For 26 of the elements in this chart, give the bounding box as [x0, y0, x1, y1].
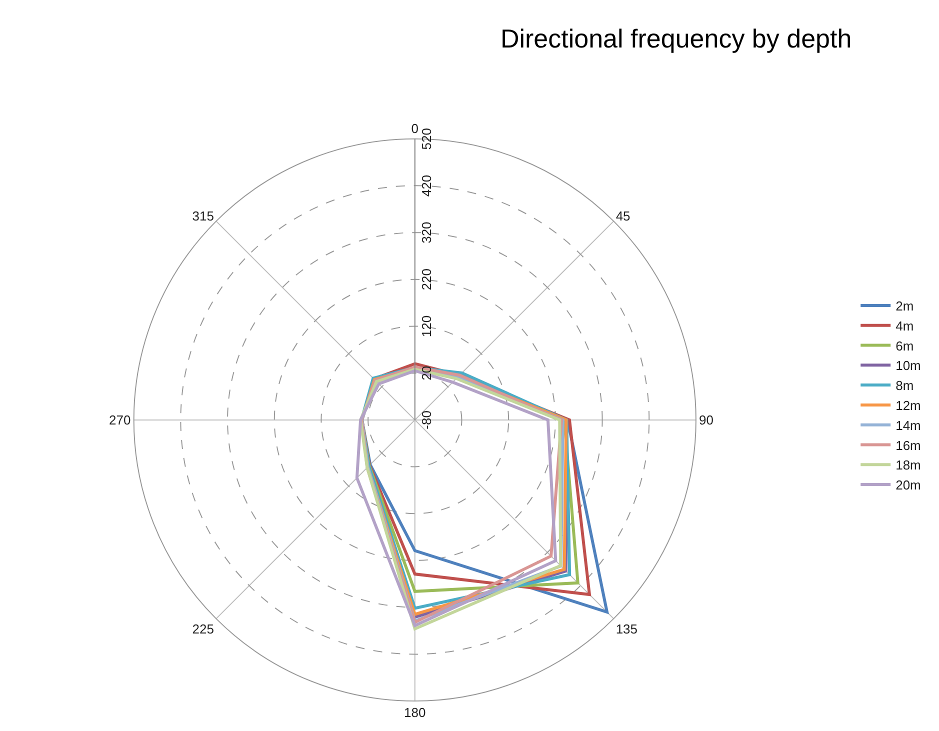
spoke-label: 0	[411, 121, 419, 136]
legend-label: 14m	[896, 418, 921, 433]
spoke-label: 180	[404, 705, 426, 720]
spoke-label: 90	[699, 412, 714, 428]
legend-label: 6m	[896, 338, 914, 354]
y-tick-label: 320	[419, 222, 434, 244]
spoke-label: 315	[192, 208, 214, 224]
legend-label: 8m	[896, 378, 914, 394]
y-tick-label: 220	[419, 268, 434, 290]
y-tick-label: 520	[419, 128, 434, 150]
legend-label: 20m	[896, 478, 921, 493]
spoke-label: 225	[192, 621, 214, 636]
spoke-label: 135	[616, 621, 638, 636]
y-tick-label: -80	[419, 410, 434, 430]
y-tick-label: 420	[419, 174, 434, 197]
legend-label: 2m	[896, 298, 914, 314]
legend-label: 12m	[896, 398, 921, 414]
spoke-label: 270	[109, 412, 131, 428]
chart-title: Directional frequency by depth	[500, 23, 852, 54]
legend-label: 18m	[896, 458, 921, 473]
legend-label: 4m	[896, 318, 914, 334]
y-tick-label: 120	[419, 315, 434, 338]
spoke-label: 45	[616, 208, 630, 224]
legend-label: 10m	[896, 358, 921, 374]
legend-label: 16m	[896, 438, 921, 453]
y-tick-label: 20	[419, 366, 434, 380]
